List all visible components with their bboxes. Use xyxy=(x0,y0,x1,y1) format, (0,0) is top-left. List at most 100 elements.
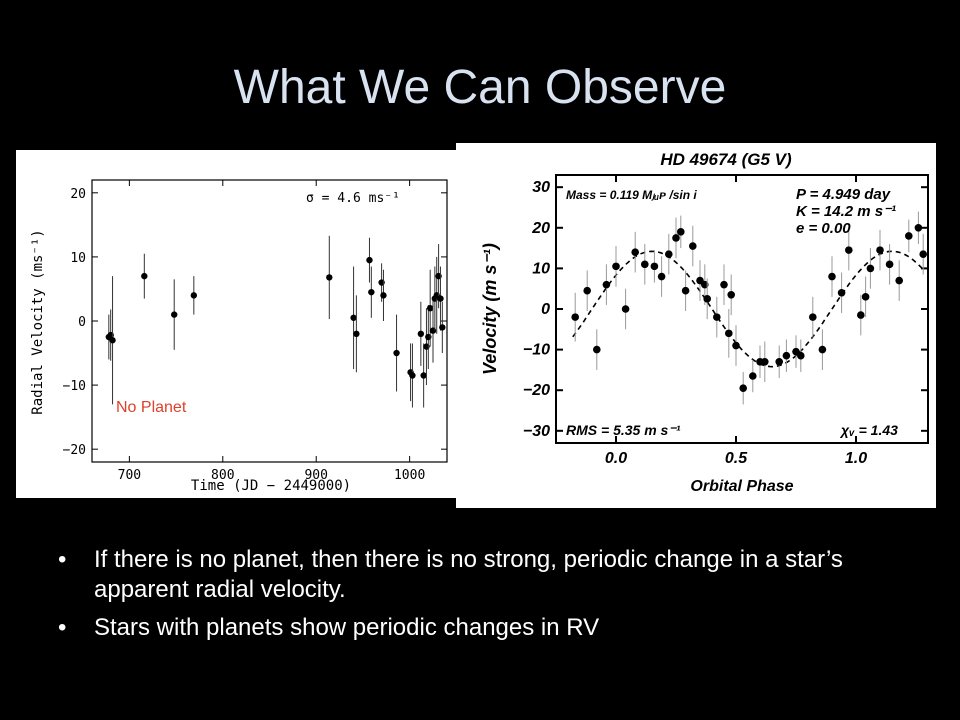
y-tick-label: −30 xyxy=(523,423,550,440)
point-marker xyxy=(866,264,875,273)
point-marker xyxy=(593,345,601,354)
data-point xyxy=(583,270,591,312)
bullet-symbol: • xyxy=(58,546,67,573)
point-marker xyxy=(809,313,817,321)
x-axis-ticks: 0.0 0.5 1.0 xyxy=(605,175,867,467)
data-point xyxy=(571,292,579,342)
y-tick-label: 20 xyxy=(70,187,86,202)
data-point xyxy=(732,325,740,366)
point-marker xyxy=(353,330,360,338)
data-point xyxy=(353,295,360,373)
point-marker xyxy=(109,337,116,344)
point-marker xyxy=(876,246,884,254)
no-planet-rv-plot: 20 10 0 −10 −20 700 800 900 1000 σ = 4.6 ms⁻¹ N… xyxy=(30,179,448,494)
y-tick-label: −10 xyxy=(63,379,86,394)
point-marker xyxy=(761,357,769,366)
model-curve xyxy=(572,250,924,368)
point-marker xyxy=(732,341,740,350)
data-point xyxy=(725,309,733,358)
point-marker xyxy=(366,256,373,264)
data-point xyxy=(749,359,757,393)
point-marker xyxy=(775,357,783,366)
y-tick-label: −10 xyxy=(523,342,550,359)
bullet-text: If there is no planet, then there is no … xyxy=(94,546,843,603)
point-marker xyxy=(665,250,673,258)
data-point xyxy=(792,335,800,368)
x-axis-ticks: 700 800 900 1000 xyxy=(118,180,425,483)
point-marker xyxy=(141,272,148,280)
data-point xyxy=(857,294,865,336)
point-marker xyxy=(631,248,639,256)
data-point xyxy=(657,256,666,297)
y-axis-ticks: 20 10 0 −10 −20 xyxy=(63,187,447,458)
data-point xyxy=(809,296,817,338)
data-point xyxy=(672,217,680,259)
data-point xyxy=(417,301,425,366)
data-point xyxy=(866,248,875,289)
no-planet-label: No Planet xyxy=(116,399,187,416)
data-point xyxy=(703,278,711,320)
data-point xyxy=(109,276,116,405)
point-marker xyxy=(583,286,591,295)
data-point xyxy=(739,371,747,405)
data-point xyxy=(612,246,620,287)
point-marker xyxy=(905,232,913,240)
bullet-item: • Stars with planets show periodic change… xyxy=(58,613,938,643)
x-axis-label: Time (JD − 2449000) xyxy=(191,478,351,494)
point-marker xyxy=(701,280,709,289)
data-point xyxy=(905,219,913,253)
point-marker xyxy=(350,314,357,321)
data-point xyxy=(621,288,630,330)
period-annotation: P = 4.949 day xyxy=(796,186,891,203)
data-point xyxy=(861,276,870,318)
point-marker xyxy=(749,372,757,380)
data-point xyxy=(677,215,685,249)
point-marker xyxy=(650,262,659,271)
point-marker xyxy=(641,260,649,269)
eccentricity-annotation: e = 0.00 xyxy=(796,220,851,237)
data-point xyxy=(876,229,884,271)
point-marker xyxy=(845,246,853,254)
data-point xyxy=(650,250,659,283)
y-tick-label: 0 xyxy=(78,315,86,330)
data-point xyxy=(818,329,827,370)
point-marker xyxy=(171,311,178,318)
data-point xyxy=(689,225,697,267)
point-marker xyxy=(837,288,846,297)
x-tick-label: 700 xyxy=(118,468,141,483)
point-marker xyxy=(417,330,425,338)
data-point xyxy=(393,314,400,392)
point-marker xyxy=(602,280,611,289)
point-marker xyxy=(426,304,434,312)
point-marker xyxy=(914,223,923,232)
point-marker xyxy=(326,274,333,281)
data-point xyxy=(797,339,805,372)
point-marker xyxy=(571,313,579,321)
point-marker xyxy=(368,288,375,296)
point-marker xyxy=(861,293,870,301)
x-tick-label: 1.0 xyxy=(845,450,867,467)
data-point xyxy=(141,253,148,299)
y-axis-label: Radial Velocity (ms⁻¹) xyxy=(30,229,46,414)
x-tick-label: 1000 xyxy=(394,468,425,483)
point-marker xyxy=(818,345,827,354)
data-points xyxy=(105,235,446,408)
point-marker xyxy=(409,372,416,379)
point-marker xyxy=(885,260,894,269)
data-point xyxy=(895,260,903,301)
data-point xyxy=(593,329,601,370)
data-point xyxy=(326,235,333,320)
point-marker xyxy=(621,305,630,313)
point-marker xyxy=(437,295,444,302)
rms-annotation: RMS = 5.35 m s⁻¹ xyxy=(566,422,681,438)
y-axis-label: Velocity (m s⁻¹) xyxy=(480,243,500,375)
x-axis-label: Orbital Phase xyxy=(690,478,793,495)
point-marker xyxy=(895,276,903,285)
data-point xyxy=(782,339,791,372)
data-point xyxy=(437,266,444,331)
point-marker xyxy=(672,234,680,242)
data-point xyxy=(775,345,783,379)
data-point xyxy=(885,244,894,285)
point-marker xyxy=(919,250,927,258)
bullet-symbol: • xyxy=(58,614,67,641)
